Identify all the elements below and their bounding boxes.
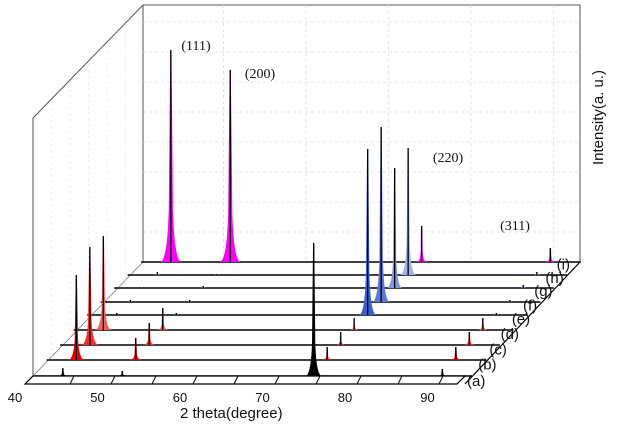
trace-g: (g) <box>114 168 554 300</box>
x-axis: 40 50 60 70 80 90 <box>8 375 467 405</box>
x-axis-tick <box>151 375 157 385</box>
peak-annotation: (311) <box>500 219 530 234</box>
series-label: (a) <box>467 373 485 390</box>
series-label: (d) <box>501 326 519 343</box>
floor-right-edge <box>464 261 581 385</box>
peak-annotation: (220) <box>433 151 464 166</box>
x-axis-tick <box>192 375 198 385</box>
x-tick-label: 70 <box>255 390 269 405</box>
series-label: (i) <box>557 257 570 274</box>
x-axis-tick <box>69 375 75 385</box>
x-axis-tick <box>356 375 362 385</box>
back-wall <box>142 4 581 262</box>
series-label: (h) <box>545 270 563 287</box>
floor-left-edge <box>32 261 144 377</box>
x-axis-tick <box>274 375 280 385</box>
x-axis-tick <box>233 375 239 385</box>
x-axis-line <box>23 375 467 385</box>
series-label: (c) <box>489 341 507 358</box>
series-label: (e) <box>512 311 530 328</box>
trace-h: (h) <box>127 148 568 287</box>
trace-f: (f) <box>100 127 541 315</box>
x-tick-label: 40 <box>8 390 22 405</box>
left-wall <box>32 4 144 376</box>
x-tick-label: 80 <box>338 390 352 405</box>
x-tick-label: 60 <box>173 390 187 405</box>
series-label: (f) <box>523 298 537 315</box>
x-axis-tick <box>438 375 444 385</box>
peak-annotation: (200) <box>245 67 276 82</box>
intensity-axis-title: Intensity(a. u.) <box>590 70 607 165</box>
x-axis-title: 2 theta(degree) <box>180 405 283 422</box>
series-label: (g) <box>534 283 552 300</box>
trace-b: (b) <box>46 275 497 374</box>
x-axis-tick <box>315 375 321 385</box>
x-axis-tick <box>110 375 116 385</box>
plot-frame <box>32 4 581 385</box>
x-axis-tick <box>397 375 403 385</box>
trace-e: (e) <box>87 149 530 328</box>
trace-c: (c) <box>60 247 507 358</box>
trace-group: (i)(h)(g)(f)(e)(d)(c)(b)(a) <box>33 50 581 390</box>
trace-i: (i) <box>141 50 581 274</box>
x-tick-label: 50 <box>90 390 104 405</box>
label-group: 2 theta(degree) Intensity(a. u.) (111) (2… <box>180 39 607 422</box>
peak-annotation: (111) <box>181 39 211 54</box>
trace-d: (d) <box>73 236 519 343</box>
series-label: (b) <box>478 357 496 374</box>
x-tick-label: 90 <box>420 390 434 405</box>
